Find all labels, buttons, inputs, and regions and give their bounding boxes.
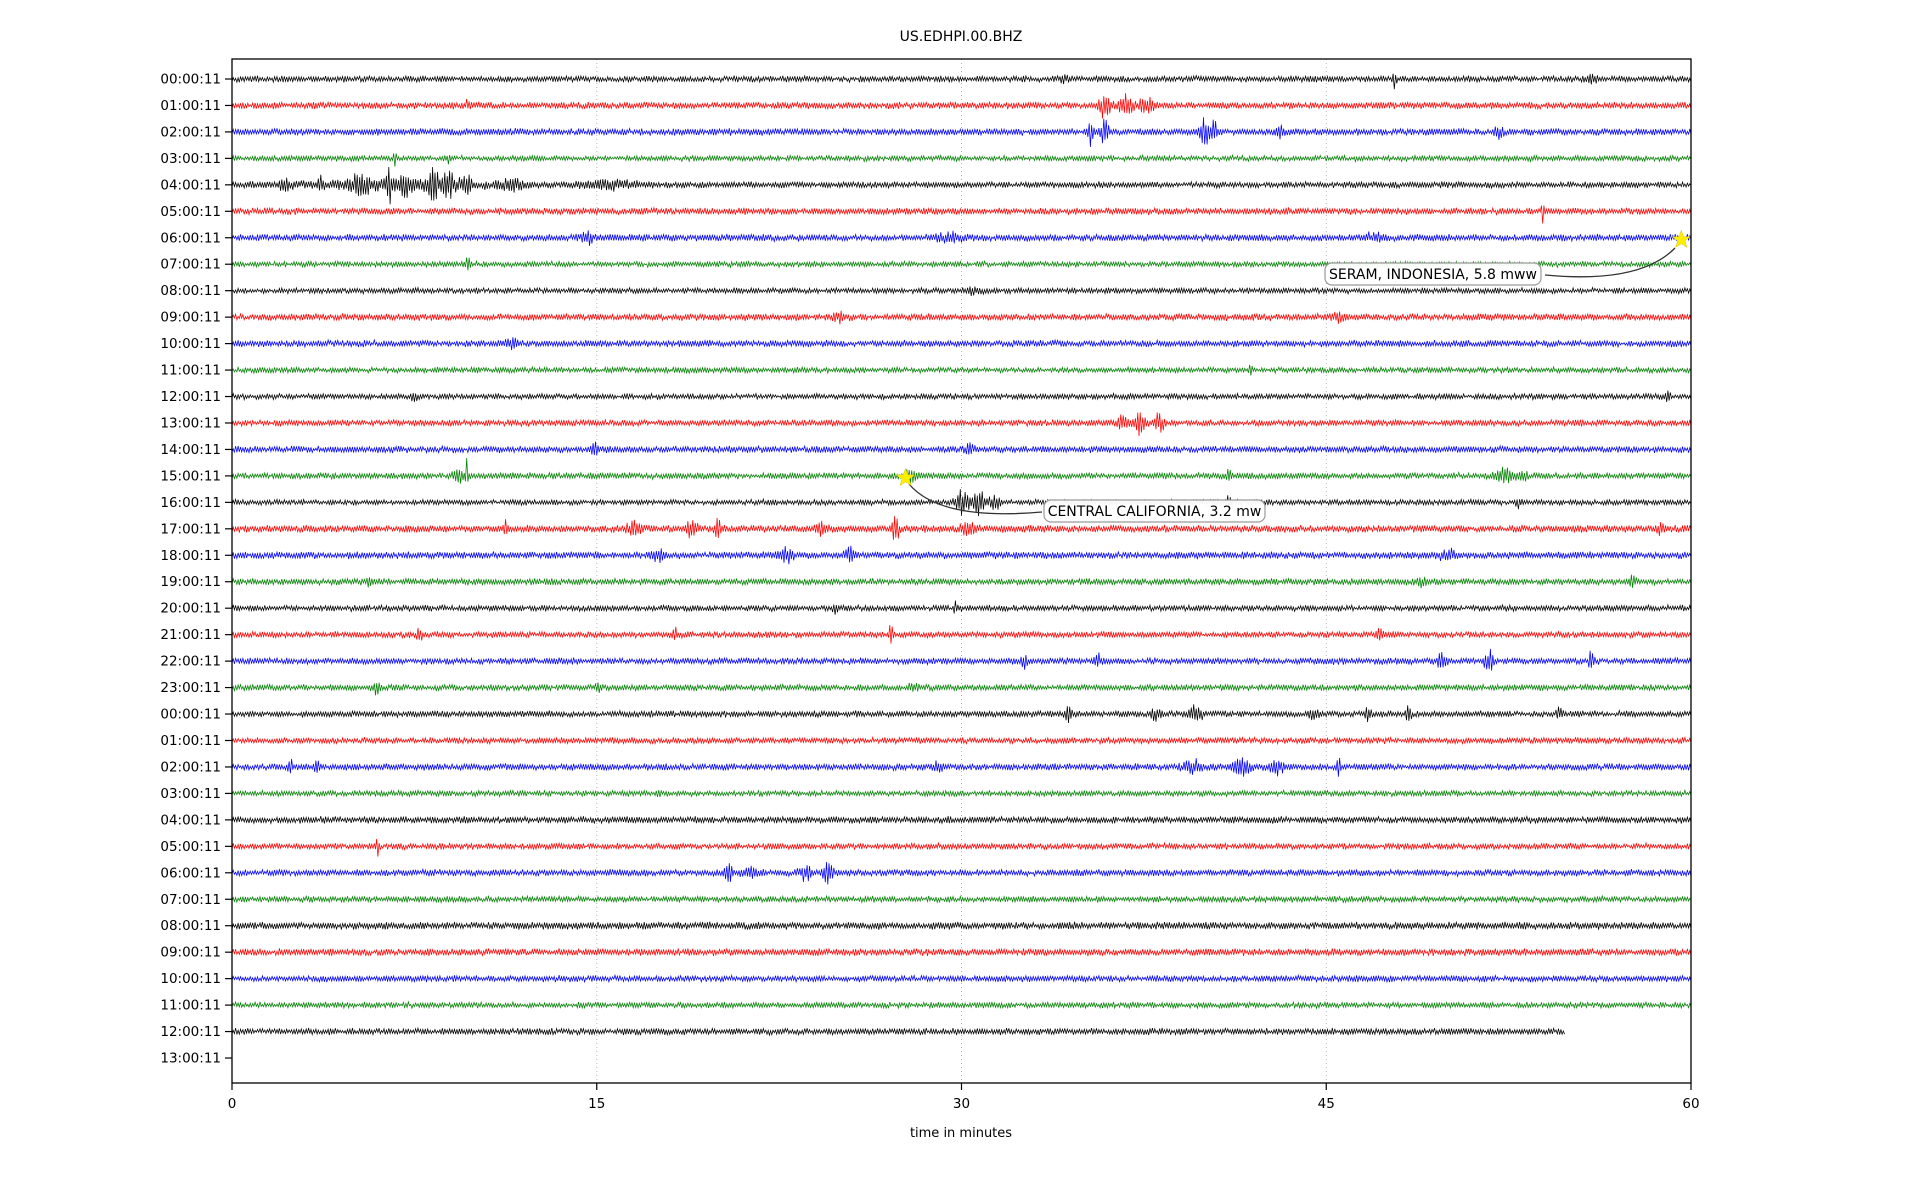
trace-row-35-11:00:11 bbox=[231, 1000, 1692, 1010]
trace-row-32-08:00:11 bbox=[231, 920, 1692, 931]
trace-row-10-10:00:11 bbox=[231, 337, 1692, 351]
y-tick-label: 05:00:11 bbox=[160, 839, 221, 855]
trace-row-13-13:00:11 bbox=[231, 412, 1692, 437]
trace-row-29-05:00:11 bbox=[231, 838, 1692, 857]
trace-row-15-15:00:11 bbox=[231, 457, 1692, 484]
y-tick-label: 15:00:11 bbox=[160, 468, 221, 484]
annotation-arrow-1 bbox=[908, 483, 1043, 515]
trace-row-24-00:00:11 bbox=[231, 704, 1692, 724]
y-tick-label: 23:00:11 bbox=[160, 680, 221, 696]
event-star-icon-0 bbox=[1671, 229, 1692, 249]
trace-row-34-10:00:11 bbox=[231, 973, 1692, 984]
trace-row-4-04:00:11 bbox=[231, 166, 1692, 205]
y-tick-label: 21:00:11 bbox=[160, 627, 221, 643]
trace-row-26-02:00:11 bbox=[231, 757, 1692, 777]
y-tick-label: 10:00:11 bbox=[160, 336, 221, 352]
trace-rows bbox=[231, 73, 1692, 1037]
annotation-box-0 bbox=[1324, 262, 1542, 286]
y-tick-label: 02:00:11 bbox=[160, 760, 221, 776]
trace-row-6-06:00:11 bbox=[231, 230, 1692, 246]
y-tick-label: 02:00:11 bbox=[160, 124, 221, 140]
trace-row-11-11:00:11 bbox=[231, 364, 1692, 376]
trace-row-19-19:00:11 bbox=[231, 574, 1692, 589]
event-annotations: SERAM, INDONESIA, 5.8 mww CENTRAL CALIFOR… bbox=[895, 229, 1692, 523]
trace-row-36-12:00:11 bbox=[231, 1026, 1565, 1037]
y-tick-label: 20:00:11 bbox=[160, 601, 221, 617]
trace-row-33-09:00:11 bbox=[231, 947, 1692, 957]
trace-row-3-03:00:11 bbox=[231, 153, 1692, 167]
y-tick-label: 01:00:11 bbox=[160, 733, 221, 749]
y-tick-label: 00:00:11 bbox=[160, 72, 221, 88]
x-tick-label: 15 bbox=[588, 1096, 605, 1112]
y-tick-label: 16:00:11 bbox=[160, 495, 221, 511]
y-tick-label: 17:00:11 bbox=[160, 521, 221, 537]
axes: 00:00:11 01:00:11 02:00:11 03:00:11 04:00:11… bbox=[160, 58, 1700, 1112]
trace-row-21-21:00:11 bbox=[231, 625, 1692, 644]
y-tick-label: 03:00:11 bbox=[160, 786, 221, 802]
annotation-box-1 bbox=[1043, 499, 1266, 523]
trace-row-5-05:00:11 bbox=[231, 205, 1692, 224]
y-tick-label: 12:00:11 bbox=[160, 389, 221, 405]
y-tick-label: 07:00:11 bbox=[160, 257, 221, 273]
event-star-icon-1 bbox=[895, 467, 916, 487]
x-tick-label: 30 bbox=[953, 1096, 970, 1112]
annotation-arrow-0 bbox=[1544, 247, 1676, 278]
x-axis-label: time in minutes bbox=[910, 1126, 1012, 1141]
y-tick-label: 06:00:11 bbox=[160, 865, 221, 881]
trace-row-16-16:00:11 bbox=[231, 489, 1692, 517]
trace-row-0-00:00:11 bbox=[231, 73, 1692, 90]
x-tick-label: 60 bbox=[1682, 1096, 1699, 1112]
trace-row-20-20:00:11 bbox=[231, 600, 1692, 615]
y-tick-label: 13:00:11 bbox=[160, 1051, 221, 1067]
trace-row-8-08:00:11 bbox=[231, 286, 1692, 297]
y-tick-label: 09:00:11 bbox=[160, 310, 221, 326]
y-tick-label: 13:00:11 bbox=[160, 416, 221, 432]
x-tick-label: 45 bbox=[1318, 1096, 1335, 1112]
y-tick-label: 14:00:11 bbox=[160, 442, 221, 458]
trace-row-22-22:00:11 bbox=[231, 648, 1692, 671]
trace-row-12-12:00:11 bbox=[231, 390, 1692, 403]
y-tick-label: 11:00:11 bbox=[160, 998, 221, 1014]
plot-title: US.EDHPI.00.BHZ bbox=[900, 29, 1023, 45]
gridlines bbox=[596, 59, 1327, 1083]
y-tick-label: 07:00:11 bbox=[160, 892, 221, 908]
trace-row-18-18:00:11 bbox=[231, 545, 1692, 565]
annotation-label-0: SERAM, INDONESIA, 5.8 mww bbox=[1329, 267, 1537, 283]
trace-row-14-14:00:11 bbox=[231, 441, 1692, 456]
y-tick-label: 18:00:11 bbox=[160, 548, 221, 564]
trace-row-25-01:00:11 bbox=[231, 735, 1692, 746]
y-tick-label: 12:00:11 bbox=[160, 1024, 221, 1040]
trace-row-23-23:00:11 bbox=[231, 682, 1692, 696]
y-tick-label: 05:00:11 bbox=[160, 204, 221, 220]
trace-row-1-01:00:11 bbox=[231, 93, 1692, 119]
annotation-label-1: CENTRAL CALIFORNIA, 3.2 mw bbox=[1048, 504, 1262, 520]
trace-row-30-06:00:11 bbox=[231, 861, 1692, 885]
y-tick-label: 06:00:11 bbox=[160, 230, 221, 246]
trace-row-2-02:00:11 bbox=[231, 117, 1692, 148]
trace-row-31-07:00:11 bbox=[231, 894, 1692, 904]
y-tick-label: 01:00:11 bbox=[160, 98, 221, 114]
y-tick-label: 04:00:11 bbox=[160, 177, 221, 193]
y-tick-label: 04:00:11 bbox=[160, 812, 221, 828]
y-tick-label: 00:00:11 bbox=[160, 707, 221, 723]
y-tick-label: 22:00:11 bbox=[160, 654, 221, 670]
y-tick-label: 08:00:11 bbox=[160, 918, 221, 934]
y-tick-label: 19:00:11 bbox=[160, 574, 221, 590]
y-tick-label: 03:00:11 bbox=[160, 151, 221, 167]
trace-row-9-09:00:11 bbox=[231, 310, 1692, 325]
y-tick-label: 09:00:11 bbox=[160, 945, 221, 961]
y-tick-label: 08:00:11 bbox=[160, 283, 221, 299]
trace-row-17-17:00:11 bbox=[231, 516, 1692, 540]
trace-row-28-04:00:11 bbox=[231, 814, 1692, 825]
y-tick-label: 10:00:11 bbox=[160, 971, 221, 987]
x-tick-label: 0 bbox=[228, 1096, 237, 1112]
y-tick-label: 11:00:11 bbox=[160, 363, 221, 379]
trace-row-27-03:00:11 bbox=[231, 788, 1692, 799]
